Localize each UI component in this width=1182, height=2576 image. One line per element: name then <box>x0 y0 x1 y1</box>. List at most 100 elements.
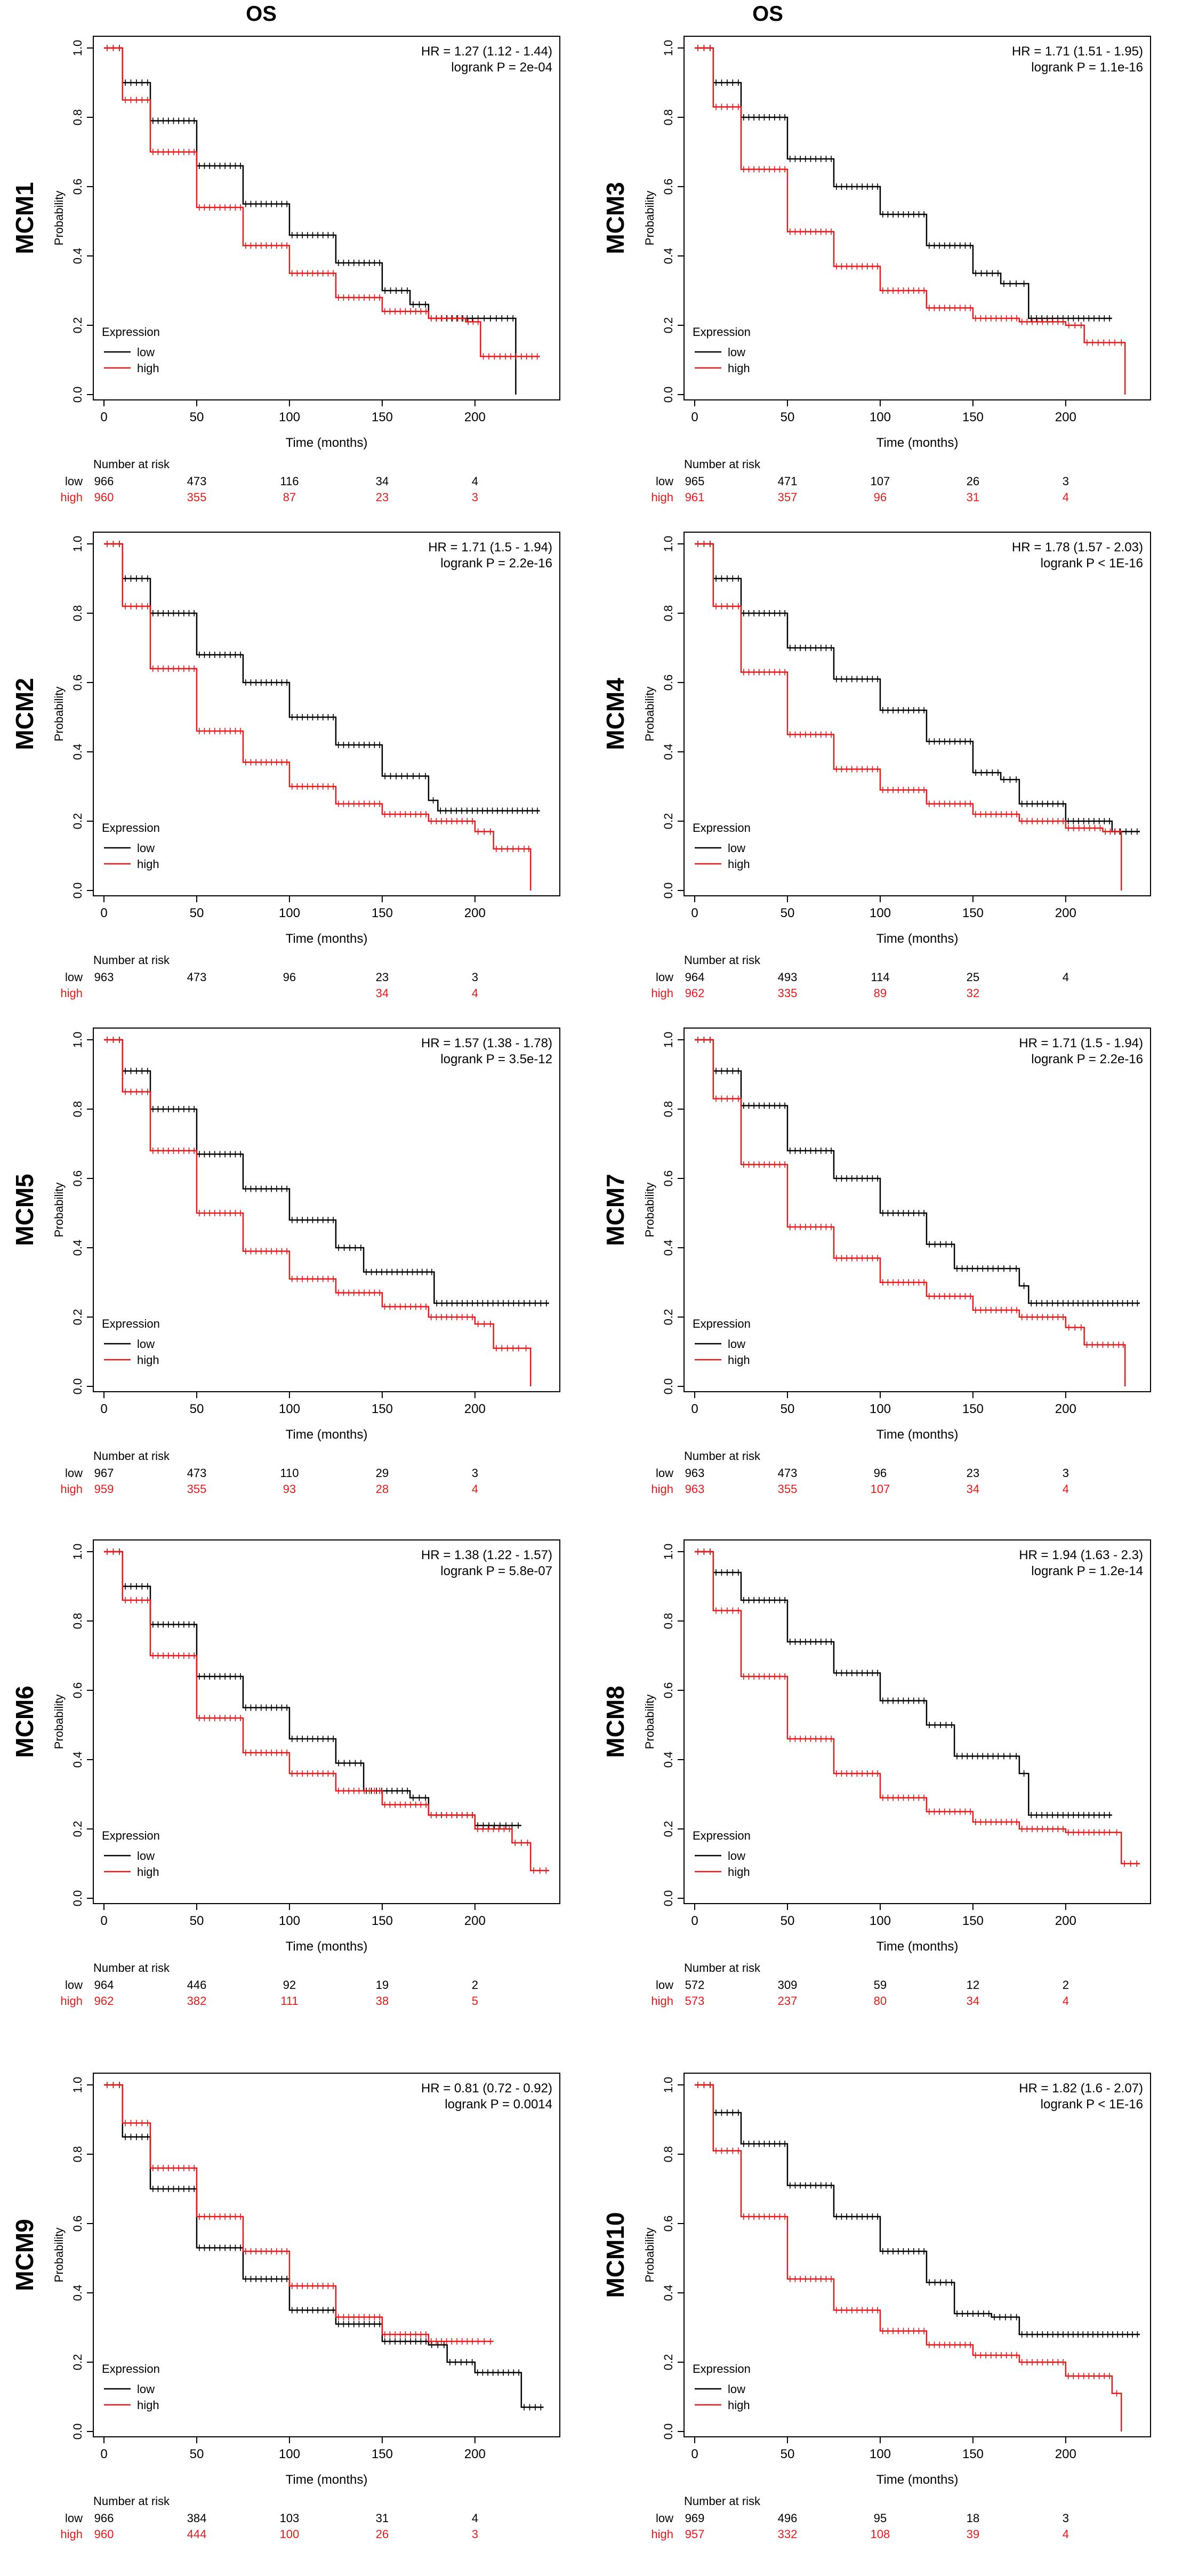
risk-count-low: 446 <box>187 1978 207 1992</box>
risk-count-high: 4 <box>472 1482 478 1496</box>
risk-count-low: 59 <box>874 1978 887 1992</box>
y-tick-label: 0.2 <box>71 1821 84 1837</box>
risk-count-low: 2 <box>472 1978 478 1992</box>
plot-frame <box>684 36 1151 400</box>
risk-count-low: 110 <box>280 1466 299 1480</box>
risk-count-low: 3 <box>472 1466 478 1480</box>
survival-curve-low <box>104 1551 521 1826</box>
risk-count-low: 493 <box>778 970 798 984</box>
risk-count-high: 80 <box>874 1994 887 2008</box>
x-tick-label: 50 <box>190 906 204 920</box>
hr-annotation: HR = 1.38 (1.22 - 1.57) <box>421 1548 552 1562</box>
risk-row-label-low: low <box>656 1466 673 1480</box>
y-tick-label: 0.8 <box>662 109 675 126</box>
x-tick-label: 200 <box>464 410 486 424</box>
risk-row-label-low: low <box>65 1978 83 1992</box>
logrank-annotation: logrank P = 1.1e-16 <box>1031 60 1143 75</box>
legend-label-low: low <box>728 2382 745 2396</box>
legend-label-high: high <box>137 1865 159 1879</box>
y-tick-label: 0.4 <box>662 2285 675 2301</box>
y-tick-label: 0.8 <box>662 1101 675 1118</box>
hr-annotation: HR = 1.57 (1.38 - 1.78) <box>421 1036 552 1050</box>
risk-count-low: 471 <box>778 475 798 488</box>
x-tick-label: 150 <box>372 906 393 920</box>
risk-table-title: Number at risk <box>93 1449 170 1463</box>
y-tick-label: 0.2 <box>71 317 84 334</box>
risk-row-label-low: low <box>65 2511 83 2525</box>
legend-title: Expression <box>693 1829 751 1842</box>
y-axis-label: Probability <box>52 1695 66 1750</box>
x-tick-label: 0 <box>691 1914 698 1928</box>
y-tick-label: 0.2 <box>71 1309 84 1326</box>
y-axis-label: Probability <box>643 1695 656 1750</box>
column-header-right: OS <box>752 2 783 26</box>
y-tick-label: 1.0 <box>71 2077 84 2093</box>
risk-count-low: 309 <box>778 1978 798 1992</box>
risk-count-high: 5 <box>472 1994 478 2008</box>
y-tick-label: 0.0 <box>71 1378 84 1395</box>
risk-count-high: 108 <box>871 2527 890 2541</box>
risk-count-low: 473 <box>187 970 207 984</box>
risk-count-low: 4 <box>1063 970 1069 984</box>
x-tick-label: 100 <box>870 410 891 424</box>
gene-label: MCM10 <box>601 2212 629 2298</box>
y-tick-label: 0.0 <box>71 1890 84 1907</box>
risk-row-label-low: low <box>65 1466 83 1480</box>
risk-count-high: 573 <box>685 1994 705 2008</box>
km-panel-mcm7: MCM7 Probability 0.0 0.2 0.4 0.6 0.8 1.0 0 50 100 1… <box>601 1028 1151 1496</box>
y-tick-label: 1.0 <box>662 1544 675 1560</box>
legend-label-high: high <box>137 1353 159 1367</box>
y-tick-label: 0.6 <box>71 2216 84 2232</box>
risk-count-low: 967 <box>94 1466 114 1480</box>
survival-curve-low <box>695 47 1112 319</box>
logrank-annotation: logrank P = 2.2e-16 <box>440 556 552 571</box>
km-panel-mcm2: MCM2 Probability 0.0 0.2 0.4 0.6 0.8 1.0 0 50 100 1… <box>11 532 560 1000</box>
risk-row-label-high: high <box>651 986 673 1000</box>
risk-count-high: 332 <box>778 2527 798 2541</box>
risk-count-high: 107 <box>871 1482 890 1496</box>
legend-label-high: high <box>728 2398 750 2412</box>
y-tick-label: 0.2 <box>662 1309 675 1326</box>
risk-row-label-high: high <box>60 1482 83 1496</box>
x-axis-label: Time (months) <box>877 2473 959 2487</box>
risk-count-high: 4 <box>1063 2527 1069 2541</box>
survival-curve-high <box>104 2084 494 2342</box>
hr-annotation: HR = 1.71 (1.51 - 1.95) <box>1012 44 1143 59</box>
risk-count-low: 96 <box>283 970 296 984</box>
gene-label: MCM6 <box>11 1686 38 1758</box>
legend-label-low: low <box>728 1337 745 1351</box>
legend-label-low: low <box>728 841 745 855</box>
legend-label-high: high <box>728 1865 750 1879</box>
x-tick-label: 200 <box>1055 1914 1076 1928</box>
risk-count-high: 31 <box>967 491 979 504</box>
risk-count-high: 4 <box>1063 1994 1069 2008</box>
km-panel-mcm6: MCM6 Probability 0.0 0.2 0.4 0.6 0.8 1.0 0 50 100 1… <box>11 1539 560 2008</box>
y-tick-label: 1.0 <box>71 1544 84 1560</box>
y-tick-label: 0.6 <box>71 1682 84 1699</box>
y-tick-label: 0.2 <box>662 1821 675 1837</box>
survival-curve-low <box>104 2084 544 2408</box>
risk-count-low: 966 <box>94 475 114 488</box>
x-tick-label: 0 <box>691 410 698 424</box>
survival-curve-low <box>695 1551 1112 1816</box>
risk-table-title: Number at risk <box>93 953 170 967</box>
risk-table-title: Number at risk <box>684 458 761 471</box>
x-tick-label: 100 <box>870 1402 891 1416</box>
risk-count-low: 92 <box>283 1978 296 1992</box>
risk-row-label-high: high <box>60 986 83 1000</box>
y-tick-label: 0.6 <box>662 1170 675 1187</box>
risk-count-high: 111 <box>280 1994 298 2008</box>
x-tick-label: 50 <box>781 1914 795 1928</box>
x-tick-label: 0 <box>100 2447 107 2461</box>
y-tick-label: 0.4 <box>71 1752 84 1768</box>
risk-count-high: 3 <box>472 491 478 504</box>
logrank-annotation: logrank P = 5.8e-07 <box>440 1564 552 1578</box>
risk-row-label-high: high <box>651 1482 673 1496</box>
legend-title: Expression <box>102 1829 160 1842</box>
km-panel-mcm9: MCM9 Probability 0.0 0.2 0.4 0.6 0.8 1.0 0 50 100 1… <box>11 2073 560 2541</box>
legend-title: Expression <box>102 2362 160 2376</box>
y-tick-label: 0.0 <box>71 387 84 403</box>
survival-curve-high <box>104 47 540 357</box>
gene-label: MCM2 <box>11 678 38 750</box>
risk-count-low: 384 <box>187 2511 207 2525</box>
